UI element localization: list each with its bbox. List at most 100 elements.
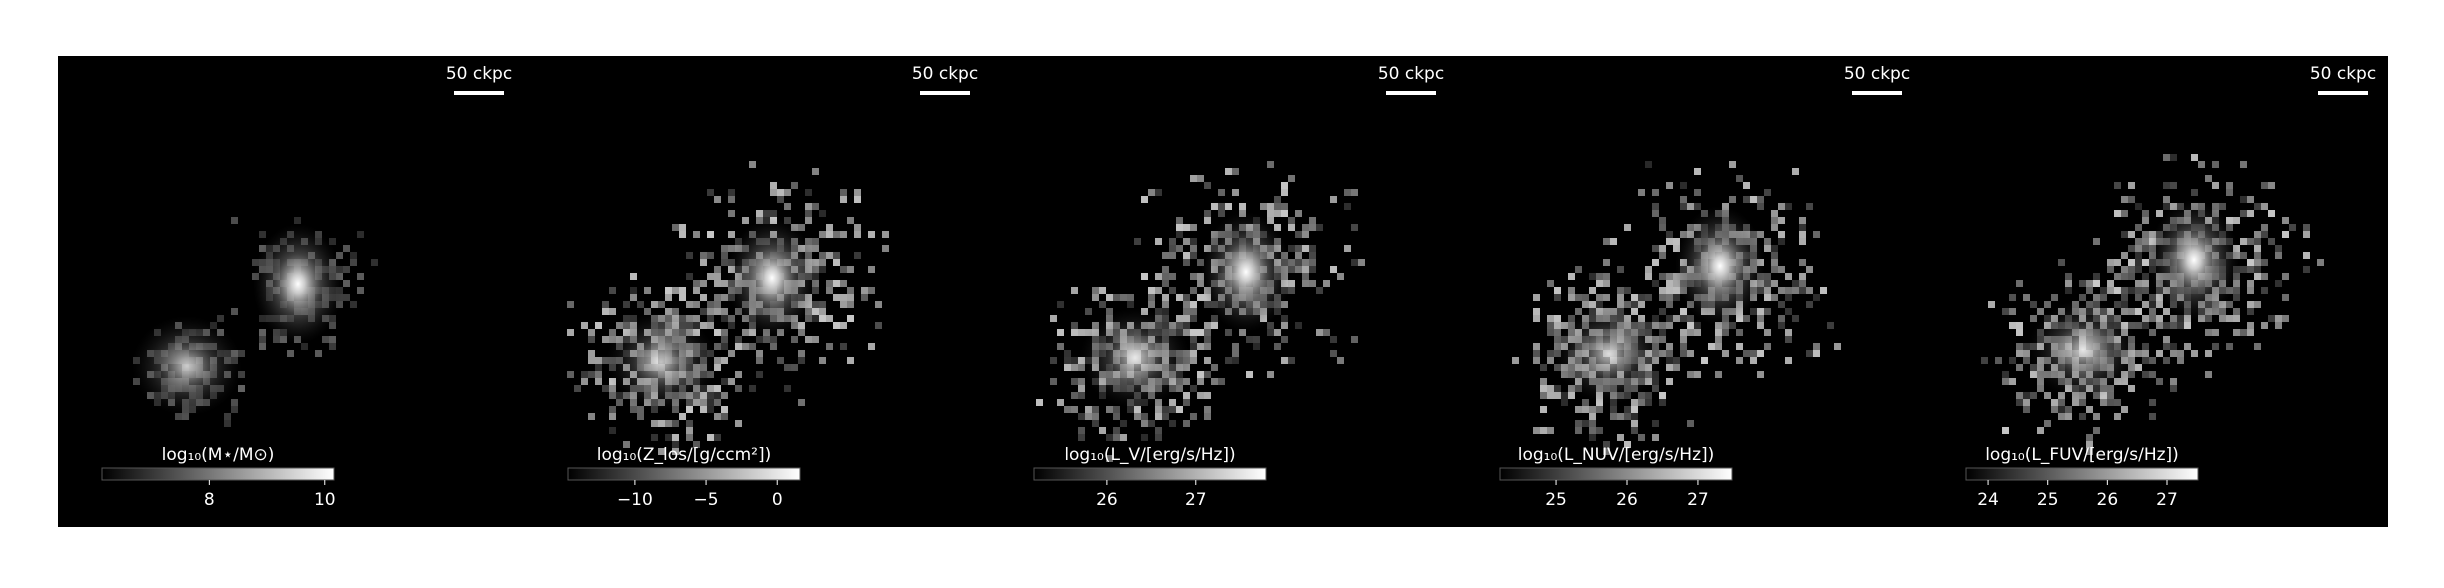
image-pixel [854,224,861,231]
image-pixel [1134,413,1141,420]
image-pixel [868,343,875,350]
image-pixel [805,217,812,224]
image-pixel [1190,287,1197,294]
image-pixel [2156,378,2163,385]
image-pixel [1589,406,1596,413]
image-pixel [1715,343,1722,350]
image-pixel [1778,287,1785,294]
image-pixel [1757,196,1764,203]
image-pixel [1330,196,1337,203]
image-pixel [2226,182,2233,189]
image-pixel [2128,231,2135,238]
image-pixel [1295,231,1302,238]
colorbar [101,467,335,481]
image-pixel [2247,259,2254,266]
image-pixel [1120,434,1127,441]
image-pixel [1624,413,1631,420]
image-pixel [1554,392,1561,399]
image-pixel [2142,357,2149,364]
image-pixel [721,315,728,322]
image-pixel [1085,308,1092,315]
image-pixel [1197,371,1204,378]
image-pixel [1736,343,1743,350]
image-pixel [2079,413,2086,420]
image-pixel [2149,294,2156,301]
image-pixel [2072,399,2079,406]
image-pixel [1295,245,1302,252]
image-pixel [2037,308,2044,315]
image-pixel [1218,203,1225,210]
image-pixel [630,273,637,280]
image-pixel [1113,434,1120,441]
image-pixel [756,371,763,378]
image-pixel [609,406,616,413]
image-pixel [1197,175,1204,182]
image-pixel [1078,329,1085,336]
image-pixel [1757,371,1764,378]
image-pixel [1218,210,1225,217]
image-pixel [1617,266,1624,273]
colorbar-label: log₁₀(L_NUV/[erg/s/Hz]) [1518,445,1715,465]
colorbar-tick-label: 8 [204,490,215,510]
image-pixel [721,252,728,259]
image-pixel [1680,336,1687,343]
image-pixel [2114,182,2121,189]
image-pixel [1806,287,1813,294]
image-pixel [1596,301,1603,308]
image-pixel [805,336,812,343]
image-pixel [1659,224,1666,231]
image-pixel [1064,364,1071,371]
image-pixel [1169,245,1176,252]
image-pixel [1239,329,1246,336]
image-pixel [1197,378,1204,385]
image-pixel [2254,266,2261,273]
image-pixel [2184,343,2191,350]
image-pixel [2247,308,2254,315]
image-pixel [2128,287,2135,294]
image-pixel [1736,175,1743,182]
image-pixel [784,364,791,371]
image-pixel [2051,406,2058,413]
image-pixel [1267,210,1274,217]
image-pixel [2268,210,2275,217]
image-pixel [756,210,763,217]
image-pixel [2268,315,2275,322]
image-pixel [1575,420,1582,427]
image-pixel [1652,189,1659,196]
image-pixel [1645,392,1652,399]
image-pixel [840,280,847,287]
image-pixel [1729,322,1736,329]
image-pixel [707,231,714,238]
image-pixel [2016,322,2023,329]
image-pixel [833,294,840,301]
image-pixel [2149,413,2156,420]
image-pixel [2212,161,2219,168]
image-pixel [861,294,868,301]
image-pixel [2016,343,2023,350]
image-pixel [2114,259,2121,266]
image-pixel [1071,364,1078,371]
image-pixel [1666,378,1673,385]
image-pixel [1666,343,1673,350]
image-pixel [763,336,770,343]
image-pixel [1638,399,1645,406]
image-pixel [693,231,700,238]
image-pixel [329,238,336,245]
image-pixel [1183,252,1190,259]
panel-image [1922,56,2388,527]
image-pixel [1687,203,1694,210]
colorbar-tick-label: 25 [2037,490,2059,510]
image-pixel [1190,308,1197,315]
image-pixel [707,399,714,406]
image-pixel [2233,315,2240,322]
image-pixel [2282,294,2289,301]
image-pixel [1176,406,1183,413]
image-pixel [1610,238,1617,245]
image-pixel [707,301,714,308]
image-pixel [1617,287,1624,294]
image-pixel [1680,329,1687,336]
image-pixel [686,273,693,280]
image-pixel [1694,168,1701,175]
image-pixel [1533,427,1540,434]
image-pixel [672,224,679,231]
